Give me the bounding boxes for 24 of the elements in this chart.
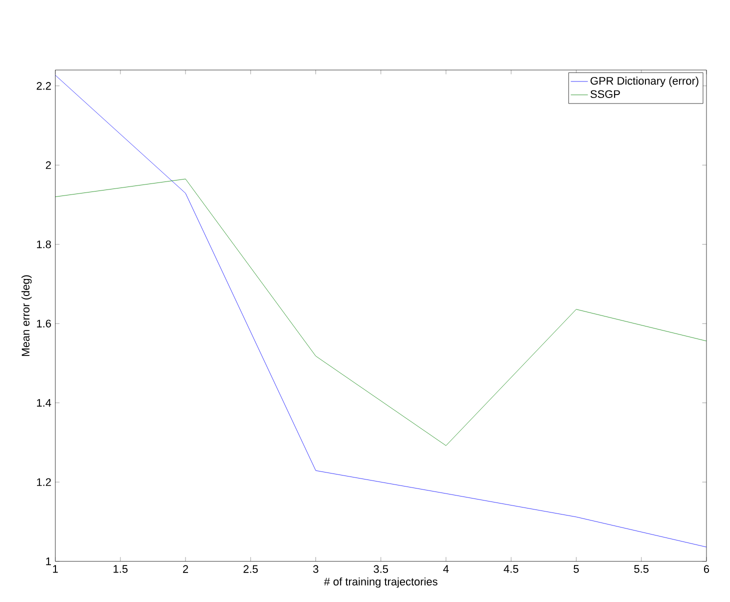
- y-tick-label: 1: [46, 557, 51, 565]
- x-tick-label: 3: [313, 564, 318, 573]
- x-tick-label: 4: [443, 564, 449, 573]
- x-tick-label: 5: [574, 564, 579, 573]
- x-tick-label: 5.5: [634, 564, 649, 573]
- legend-label: GPR Dictionary (error): [590, 76, 698, 87]
- x-tick-label: 3.5: [374, 564, 388, 573]
- x-tick-label: 1: [53, 564, 58, 573]
- y-tick-label: 1.4: [37, 398, 52, 406]
- y-tick-label: 1.2: [37, 478, 51, 486]
- x-tick-label: 6: [704, 564, 710, 573]
- y-tick-label: 2.2: [36, 82, 51, 90]
- x-tick-label: 2: [183, 564, 188, 573]
- x-tick-label: 4.5: [504, 564, 518, 573]
- x-tick-label: 1.5: [114, 564, 128, 573]
- y-tick-label: 2: [46, 161, 51, 169]
- y-tick-label: 1.8: [37, 240, 51, 248]
- line-series: [55, 178, 706, 446]
- y-tick-label: 1.6: [37, 320, 51, 328]
- y-axis-title: Mean error (deg): [21, 275, 32, 356]
- line-series: [55, 74, 706, 548]
- x-axis-title: # of training trajectories: [324, 577, 438, 588]
- x-tick-label: 2.5: [244, 564, 258, 573]
- legend-label: SSGP: [590, 90, 620, 98]
